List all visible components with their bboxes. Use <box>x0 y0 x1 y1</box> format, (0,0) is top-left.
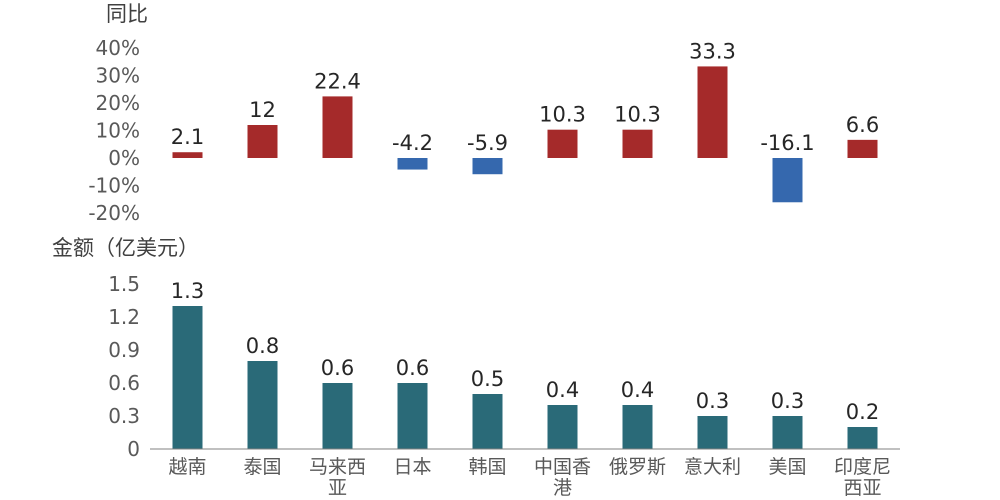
top-bar <box>772 158 803 203</box>
bottom-bar <box>172 306 203 449</box>
bottom-bar <box>697 416 728 449</box>
top-data-label: -4.2 <box>392 131 433 155</box>
category-label: 美国 <box>768 456 806 478</box>
bottom-y-ticks: 1.5 1.2 0.9 0.6 0.3 0 <box>108 272 140 461</box>
top-data-label: 12 <box>249 98 276 122</box>
top-y-tick-label: 10% <box>96 119 140 143</box>
bottom-bar <box>322 383 353 449</box>
top-data-label: 33.3 <box>689 39 736 63</box>
bottom-y-tick-label: 0 <box>127 437 140 461</box>
category-label: 俄罗斯 <box>609 456 666 478</box>
bottom-data-labels: 1.3 0.8 0.6 0.6 0.5 0.4 0.4 0.3 0.3 0.2 <box>171 279 879 424</box>
top-bar <box>847 139 878 158</box>
top-data-label: -5.9 <box>467 131 508 155</box>
category-label: 中国香港 <box>534 456 591 499</box>
bottom-bar <box>847 427 878 449</box>
bottom-data-label: 0.3 <box>696 389 729 413</box>
bottom-data-label: 0.2 <box>846 400 879 424</box>
top-bar <box>247 125 278 158</box>
bottom-y-tick-label: 0.6 <box>108 371 140 395</box>
top-data-label: 2.1 <box>171 125 204 149</box>
bottom-y-tick-label: 1.2 <box>108 305 140 329</box>
top-bars <box>172 66 878 203</box>
bottom-data-label: 0.4 <box>621 378 654 402</box>
top-data-labels: 2.1 12 22.4 -4.2 -5.9 10.3 10.3 33.3 -16.1 6.6 <box>171 39 879 155</box>
top-data-label: -16.1 <box>760 131 814 155</box>
bottom-axis-title: 金额（亿美元） <box>52 236 199 260</box>
top-bar <box>547 129 578 158</box>
top-bar <box>397 158 428 170</box>
bottom-data-label: 0.3 <box>771 389 804 413</box>
bottom-bar <box>547 405 578 449</box>
bottom-bar <box>772 416 803 449</box>
bottom-bar <box>622 405 653 449</box>
category-label: 日本 <box>393 456 431 478</box>
top-y-tick-label: -20% <box>88 201 140 225</box>
top-bar <box>622 129 653 158</box>
top-bar <box>172 152 203 158</box>
top-bar <box>472 158 503 175</box>
category-label: 意大利 <box>684 456 741 478</box>
category-label: 泰国 <box>243 456 281 478</box>
bottom-y-tick-label: 0.9 <box>108 338 140 362</box>
bottom-bar <box>397 383 428 449</box>
top-y-tick-label: 0% <box>108 146 140 170</box>
top-data-label: 10.3 <box>539 103 586 127</box>
top-data-label: 22.4 <box>314 69 361 93</box>
top-data-label: 10.3 <box>614 103 661 127</box>
top-y-tick-label: 20% <box>96 91 140 115</box>
top-y-ticks: 40% 30% 20% 10% 0% -10% -20% <box>88 36 140 225</box>
category-label: 越南 <box>168 456 206 478</box>
bottom-bar <box>472 394 503 449</box>
category-label: 马来西亚 <box>309 456 366 499</box>
top-data-label: 6.6 <box>846 113 879 137</box>
bottom-data-label: 0.8 <box>246 334 279 358</box>
bottom-data-label: 0.6 <box>396 356 429 380</box>
top-bar <box>697 66 728 158</box>
top-axis-title: 同比 <box>106 2 148 26</box>
top-bar <box>322 96 353 158</box>
top-y-tick-label: -10% <box>88 174 140 198</box>
category-label: 韩国 <box>468 456 506 478</box>
category-label: 印度尼西亚 <box>834 456 891 499</box>
bottom-data-label: 0.5 <box>471 367 504 391</box>
bottom-data-label: 0.4 <box>546 378 579 402</box>
bottom-y-tick-label: 0.3 <box>108 404 140 428</box>
bottom-y-tick-label: 1.5 <box>108 272 140 296</box>
bottom-data-label: 1.3 <box>171 279 204 303</box>
bottom-bar <box>247 361 278 449</box>
top-y-tick-label: 40% <box>96 36 140 60</box>
bottom-data-label: 0.6 <box>321 356 354 380</box>
top-y-tick-label: 30% <box>96 64 140 88</box>
bottom-bars <box>172 306 878 449</box>
